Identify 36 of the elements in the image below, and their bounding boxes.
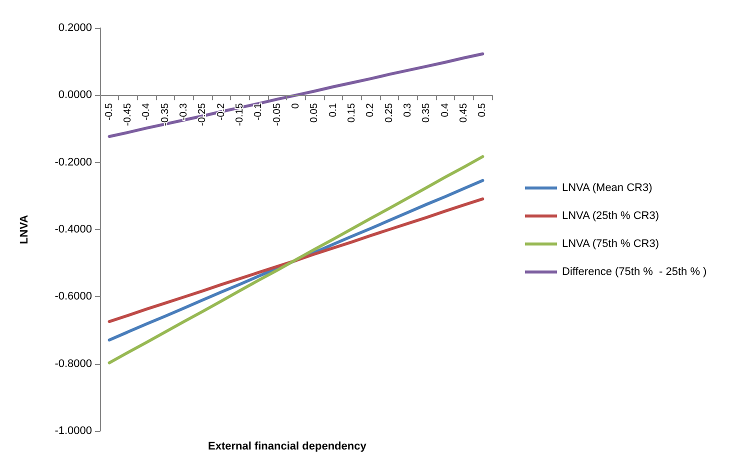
x-tick-label: 0.1 [328,102,339,118]
x-tick-label: -0.5 [104,102,115,120]
legend-label: LNVA (25th % CR3) [562,210,660,222]
x-tick-label: 0.4 [440,102,451,118]
line-series [108,155,484,364]
x-tick-label: -0.4 [141,102,152,120]
x-tick-label: -0.1 [253,102,264,120]
y-tick-label: 0.2000 [58,22,92,34]
x-tick-label: 0.25 [384,102,395,123]
legend-label: LNVA (Mean CR3) [562,182,652,194]
x-tick-label: 0.05 [309,102,320,123]
x-tick-label: 0.2 [365,102,376,118]
x-axis-title: External financial dependency [208,440,368,452]
x-tick-label: -0.2 [216,102,227,120]
y-tick-label: -1.0000 [54,425,92,437]
x-tick-label: -0.15 [234,102,246,126]
legend-label: Difference (75th % - 25th % ) [562,266,707,278]
x-tick-label: -0.25 [197,102,208,126]
x-tick-label: 0 [290,102,302,109]
x-tick-label: 0.3 [402,102,414,118]
y-tick-label: -0.4000 [54,224,92,236]
x-tick-label: -0.3 [178,102,190,120]
y-tick-label: -0.2000 [54,156,92,168]
y-tick-label: -0.6000 [54,290,92,303]
x-tick-label: -0.05 [272,102,283,126]
x-tick-label: 0.15 [346,102,358,123]
x-tick-label: -0.35 [160,102,171,126]
y-axis-title: LNVA [18,214,30,244]
y-tick-label: 0.0000 [58,89,92,102]
y-tick-label: -0.8000 [54,358,92,370]
x-tick-label: 0.45 [458,102,470,123]
x-tick-label: -0.45 [122,102,134,126]
legend-label: LNVA (75th % CR3) [562,238,660,250]
x-tick-label: 0.35 [421,102,432,123]
x-tick-label: 0.5 [477,102,488,118]
line-series [108,197,484,324]
